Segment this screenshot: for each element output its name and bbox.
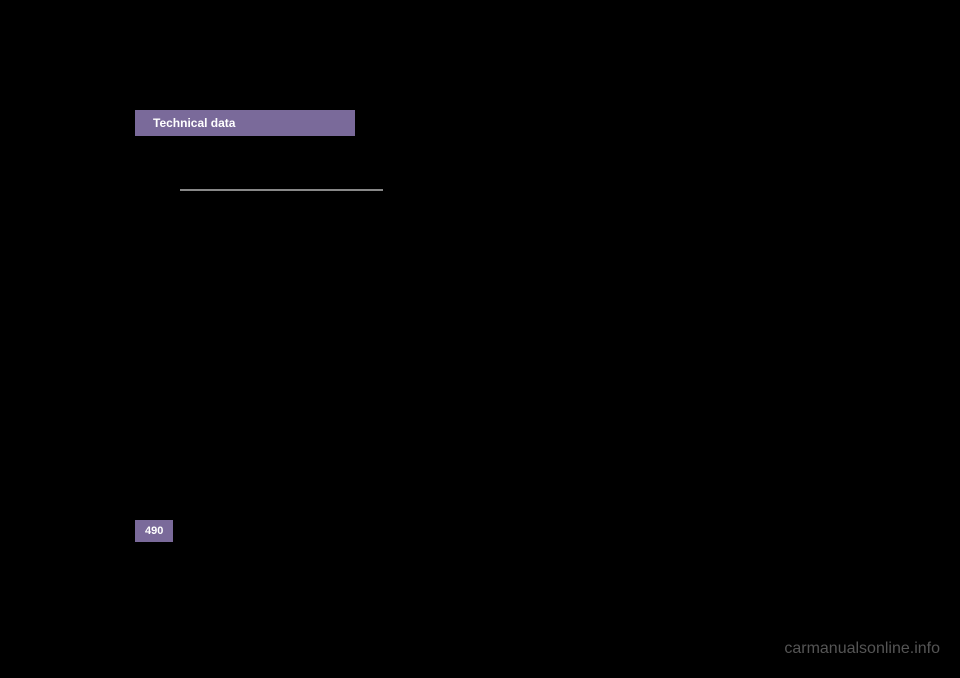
page-number-badge: 490	[135, 520, 173, 542]
divider-line	[180, 189, 383, 191]
watermark-text: carmanualsonline.info	[784, 640, 940, 657]
page-number-text: 490	[145, 525, 163, 537]
header-tab: Technical data	[135, 110, 355, 136]
header-title: Technical data	[153, 116, 235, 130]
watermark: carmanualsonline.info	[784, 640, 940, 658]
